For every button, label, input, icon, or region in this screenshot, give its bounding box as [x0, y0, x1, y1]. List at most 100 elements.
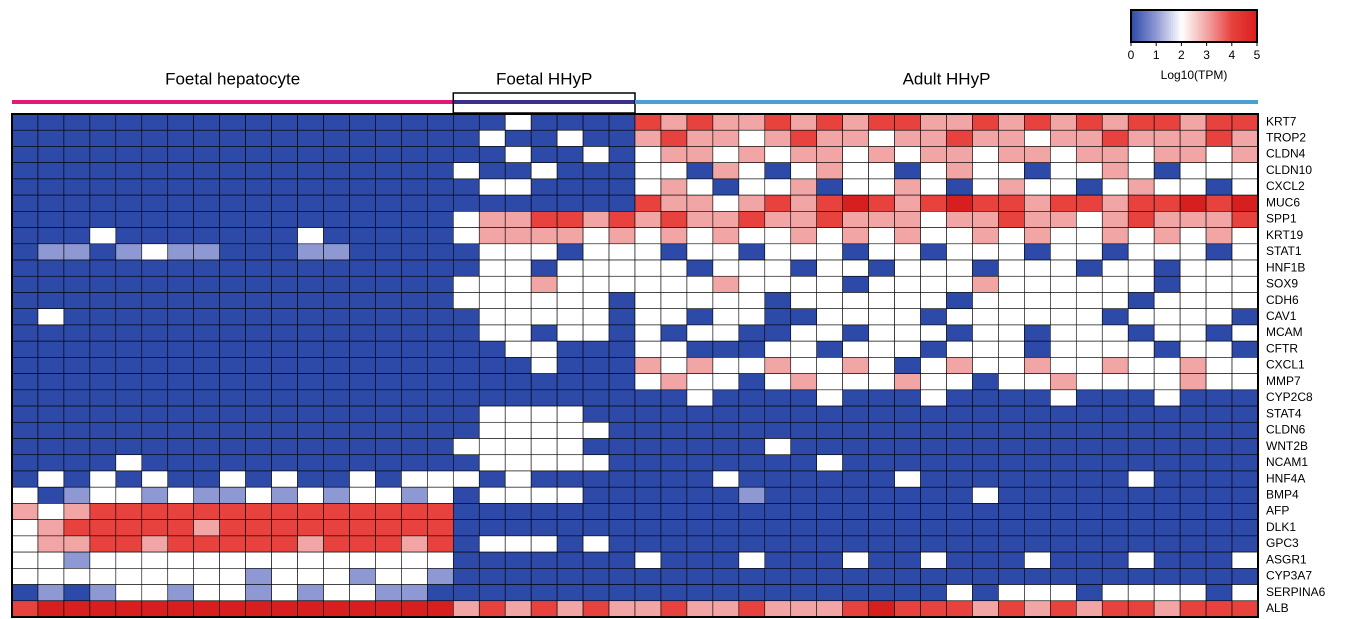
cell — [790, 162, 818, 180]
cell — [11, 146, 39, 163]
cell — [478, 243, 506, 261]
cell — [193, 438, 220, 456]
cell — [63, 113, 91, 131]
cell — [946, 292, 973, 310]
cell — [504, 275, 532, 293]
cell — [894, 243, 921, 261]
cell — [323, 129, 350, 147]
cell — [1127, 568, 1155, 585]
cell — [11, 486, 39, 504]
colorbar-step — [1231, 10, 1235, 42]
cell — [63, 600, 91, 618]
cell — [634, 162, 662, 180]
cell — [401, 292, 428, 310]
cell — [1205, 259, 1233, 277]
cell — [790, 357, 818, 374]
cell — [63, 357, 91, 374]
cell — [167, 373, 195, 391]
cell — [1153, 389, 1181, 407]
cell — [1231, 227, 1259, 245]
cell — [349, 162, 376, 180]
cell — [1205, 470, 1233, 488]
cell — [1231, 211, 1259, 228]
cell — [401, 584, 428, 602]
cell — [712, 194, 740, 212]
cell — [842, 259, 869, 277]
cell — [946, 340, 973, 358]
cell — [245, 129, 272, 147]
cell — [1231, 535, 1259, 553]
cell — [1231, 146, 1259, 163]
cell — [1050, 486, 1077, 504]
row-label: WNT2B — [1266, 439, 1308, 453]
row-label: MMP7 — [1266, 374, 1301, 388]
cell — [37, 421, 65, 439]
cell — [63, 486, 91, 504]
cell — [1127, 340, 1155, 358]
row-label: CLDN10 — [1266, 163, 1312, 177]
cell — [634, 178, 662, 196]
cell — [452, 275, 480, 293]
cell — [946, 113, 973, 131]
row-label: CAV1 — [1266, 309, 1297, 323]
cell — [1153, 503, 1181, 520]
cell — [297, 243, 324, 261]
cell — [349, 243, 376, 261]
cell — [11, 129, 39, 147]
cell — [738, 568, 766, 585]
cell — [401, 178, 428, 196]
cell — [452, 194, 480, 212]
cell — [1101, 308, 1129, 326]
cell — [556, 584, 584, 602]
cell — [115, 113, 143, 131]
cell — [764, 389, 792, 407]
cell — [193, 503, 220, 520]
cell — [1153, 162, 1181, 180]
cell — [11, 113, 39, 131]
cell — [894, 568, 921, 585]
cell — [738, 470, 766, 488]
cell — [271, 308, 298, 326]
cell — [1231, 600, 1259, 618]
cell — [1024, 227, 1051, 245]
cell — [816, 324, 843, 342]
cell — [89, 243, 117, 261]
cell — [842, 357, 869, 374]
cell — [349, 129, 376, 147]
cell — [972, 324, 999, 342]
cell — [608, 211, 636, 228]
colorbar-step — [1189, 10, 1193, 42]
cell — [1075, 275, 1103, 293]
cell — [89, 194, 117, 212]
cell — [946, 421, 973, 439]
cell — [712, 324, 740, 342]
cell — [349, 454, 376, 472]
cell — [401, 470, 428, 488]
cell — [1205, 292, 1233, 310]
cell — [323, 357, 350, 374]
cell — [1231, 438, 1259, 456]
cell — [1153, 438, 1181, 456]
cell — [972, 211, 999, 228]
cell — [141, 421, 169, 439]
cell — [323, 551, 350, 569]
cell — [998, 146, 1025, 163]
cell — [11, 519, 39, 537]
cell — [556, 438, 584, 456]
cell — [556, 178, 584, 196]
cell — [115, 146, 143, 163]
cell — [504, 292, 532, 310]
cell — [998, 308, 1025, 326]
cell — [582, 178, 610, 196]
cell — [193, 146, 220, 163]
cell — [1179, 600, 1207, 618]
cell — [1127, 503, 1155, 520]
cell — [1024, 584, 1051, 602]
cell — [1127, 535, 1155, 553]
cell — [193, 162, 220, 180]
cell — [1101, 600, 1129, 618]
cell — [712, 568, 740, 585]
cell — [1179, 259, 1207, 277]
cell — [478, 405, 506, 423]
cell — [1101, 113, 1129, 131]
